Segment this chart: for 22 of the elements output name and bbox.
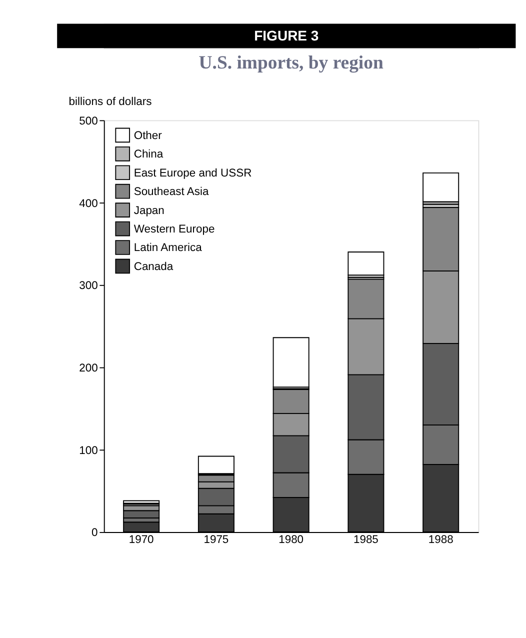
chart-subtitle: U.S. imports, by region (198, 52, 384, 74)
legend-label: Japan (134, 204, 164, 217)
y-axis-title: billions of dollars (68, 96, 152, 108)
y-tick-label: 400 (79, 198, 98, 210)
legend-label: Western Europe (134, 224, 215, 236)
x-tick-label: 1988 (428, 534, 454, 546)
legend-label: Latin America (134, 242, 203, 254)
y-tick-label: 300 (79, 280, 98, 292)
legend-label: East Europe and USSR (134, 167, 252, 180)
legend-label: Southeast Asia (134, 186, 210, 198)
y-tick-label: 500 (79, 115, 98, 128)
legend-label: China (134, 148, 164, 161)
x-tick-label: 1970 (128, 534, 154, 546)
legend-label: Other (134, 130, 162, 142)
y-tick-label: 0 (92, 527, 98, 540)
x-tick-label: 1985 (353, 534, 378, 546)
legend-label: Canada (134, 260, 174, 273)
x-tick-label: 1980 (278, 534, 304, 546)
y-tick-label: 200 (79, 362, 98, 375)
chart-title: FIGURE 3 (254, 28, 319, 44)
x-tick-label: 1975 (204, 534, 229, 546)
y-tick-label: 100 (79, 444, 98, 457)
